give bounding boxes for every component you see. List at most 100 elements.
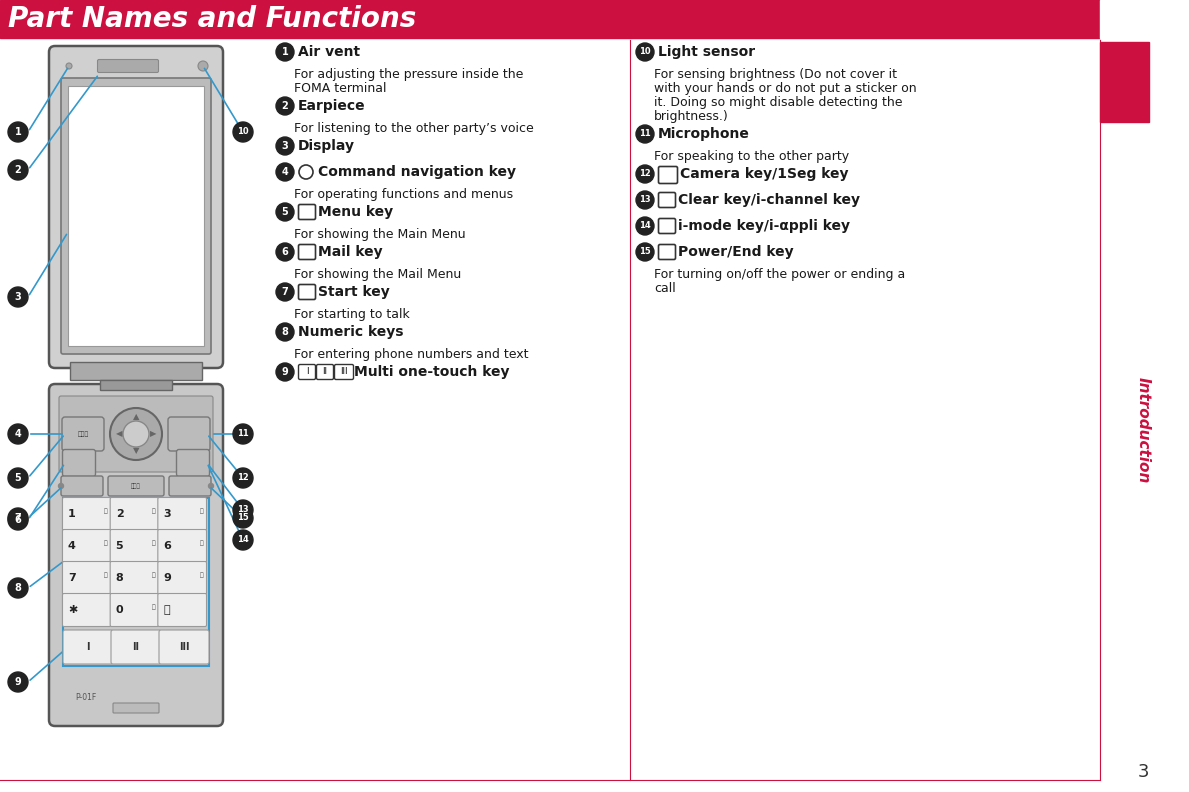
Bar	[63, 498, 209, 666]
Text: 2: 2	[115, 509, 124, 519]
Text: 7: 7	[282, 287, 289, 297]
Text: 8: 8	[115, 573, 124, 583]
Text: 0: 0	[115, 605, 124, 615]
Text: 3: 3	[282, 141, 289, 151]
Circle shape	[276, 243, 294, 261]
Circle shape	[636, 43, 654, 61]
Text: 7: 7	[14, 513, 21, 523]
Text: 3: 3	[163, 509, 171, 519]
Text: Mail key: Mail key	[317, 245, 383, 259]
FancyBboxPatch shape	[62, 417, 103, 451]
FancyBboxPatch shape	[111, 562, 159, 595]
Text: Numeric keys: Numeric keys	[298, 325, 403, 339]
Text: 7: 7	[68, 573, 76, 583]
Text: with your hands or do not put a sticker on: with your hands or do not put a sticker …	[654, 82, 917, 95]
Circle shape	[208, 483, 214, 489]
Bar	[0, 0, 1100, 38]
Bar	[68, 86, 205, 346]
FancyBboxPatch shape	[63, 630, 113, 664]
Circle shape	[276, 97, 294, 115]
Text: 9: 9	[14, 677, 21, 687]
FancyBboxPatch shape	[59, 396, 213, 472]
Text: 15: 15	[640, 247, 650, 257]
Circle shape	[111, 408, 162, 460]
Text: FOMA terminal: FOMA terminal	[294, 82, 386, 95]
FancyBboxPatch shape	[168, 417, 210, 451]
Text: 13: 13	[237, 505, 249, 515]
Circle shape	[8, 287, 29, 307]
Text: 11: 11	[237, 429, 249, 439]
Text: 12: 12	[640, 169, 650, 178]
FancyBboxPatch shape	[49, 46, 224, 368]
Text: it. Doing so might disable detecting the: it. Doing so might disable detecting the	[654, 96, 902, 109]
Circle shape	[233, 122, 253, 142]
Text: ▲: ▲	[133, 413, 139, 421]
Circle shape	[8, 672, 29, 692]
FancyBboxPatch shape	[158, 530, 207, 562]
FancyBboxPatch shape	[61, 78, 210, 354]
Text: や: や	[151, 572, 156, 578]
Circle shape	[636, 191, 654, 209]
Circle shape	[8, 510, 29, 530]
Text: P-01F: P-01F	[75, 694, 96, 703]
Text: 5: 5	[115, 541, 124, 551]
Text: i-mode key/i-αppli key: i-mode key/i-αppli key	[678, 219, 850, 233]
Text: 12: 12	[237, 474, 249, 482]
Text: Menu key: Menu key	[317, 205, 394, 219]
Text: さ: さ	[200, 508, 203, 514]
FancyBboxPatch shape	[63, 530, 111, 562]
Circle shape	[8, 578, 29, 598]
Text: Multi one-touch key: Multi one-touch key	[354, 365, 510, 379]
Text: 5: 5	[14, 473, 21, 483]
Text: For starting to talk: For starting to talk	[294, 308, 410, 321]
Text: ◀: ◀	[115, 429, 122, 439]
Text: III: III	[340, 367, 347, 376]
FancyBboxPatch shape	[176, 450, 209, 477]
Circle shape	[276, 137, 294, 155]
Text: 1: 1	[68, 509, 76, 519]
Text: For adjusting the pressure inside the: For adjusting the pressure inside the	[294, 68, 523, 81]
Text: 2: 2	[14, 165, 21, 175]
Text: た: た	[103, 540, 108, 546]
Circle shape	[276, 203, 294, 221]
Circle shape	[233, 424, 253, 444]
Circle shape	[276, 363, 294, 381]
Text: か: か	[151, 508, 156, 514]
Bar	[100, 380, 172, 390]
FancyBboxPatch shape	[158, 562, 207, 595]
Text: メニュ: メニュ	[77, 431, 89, 437]
FancyBboxPatch shape	[111, 497, 159, 531]
Text: 15: 15	[237, 513, 249, 523]
FancyBboxPatch shape	[61, 476, 103, 496]
Text: 14: 14	[237, 535, 249, 545]
Circle shape	[233, 500, 253, 520]
Text: Display: Display	[298, 139, 356, 153]
Text: ら: ら	[200, 572, 203, 578]
FancyBboxPatch shape	[113, 703, 159, 713]
Text: Microphone: Microphone	[658, 127, 750, 141]
Circle shape	[276, 163, 294, 181]
Text: 3: 3	[14, 292, 21, 302]
Circle shape	[8, 508, 29, 528]
Text: ▼: ▼	[133, 447, 139, 455]
Text: な: な	[151, 540, 156, 546]
Text: 8: 8	[282, 327, 289, 337]
Text: For showing the Main Menu: For showing the Main Menu	[294, 228, 466, 241]
Bar	[70, 362, 202, 380]
Circle shape	[276, 283, 294, 301]
Text: あ: あ	[103, 508, 108, 514]
Text: 9: 9	[163, 573, 171, 583]
FancyBboxPatch shape	[111, 530, 159, 562]
Circle shape	[233, 468, 253, 488]
FancyBboxPatch shape	[158, 593, 207, 626]
FancyBboxPatch shape	[63, 497, 111, 531]
Text: は: は	[200, 540, 203, 546]
Text: Start key: Start key	[317, 285, 390, 299]
Text: 1: 1	[282, 47, 289, 57]
Circle shape	[276, 323, 294, 341]
Circle shape	[8, 468, 29, 488]
Text: 6: 6	[14, 515, 21, 525]
Text: For turning on/off the power or ending a: For turning on/off the power or ending a	[654, 268, 905, 281]
FancyBboxPatch shape	[169, 476, 210, 496]
FancyBboxPatch shape	[158, 497, 207, 531]
